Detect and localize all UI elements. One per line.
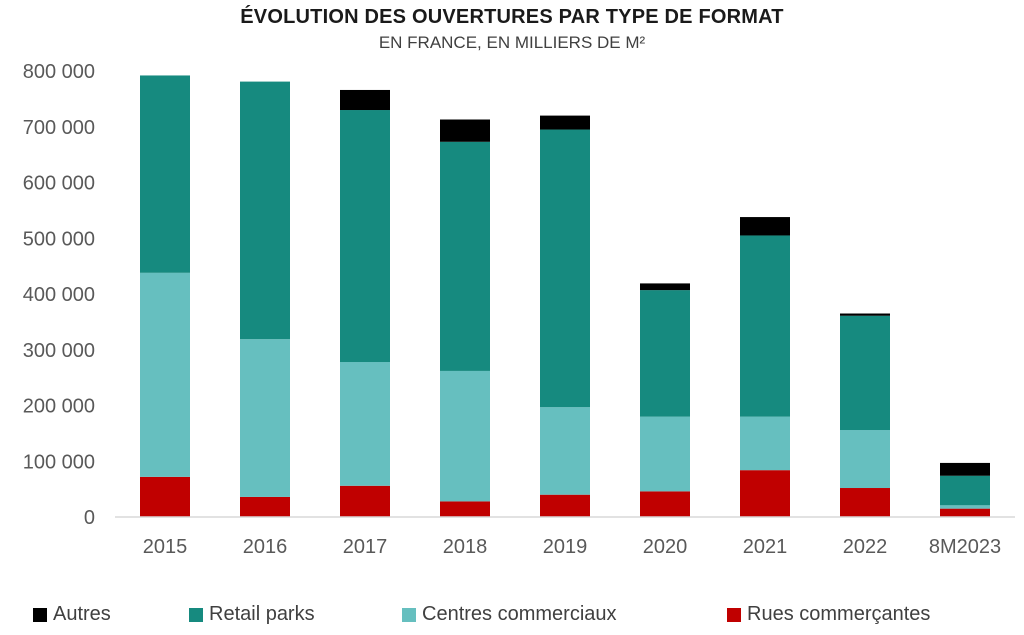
y-tick-label: 300 000 [23,340,95,362]
bar-segment-retail-parks [940,475,990,506]
bar-segment-centres-commerciaux [940,505,990,509]
x-tick-label: 2022 [843,536,888,558]
x-tick-label: 2019 [543,536,588,558]
y-tick-label: 400 000 [23,284,95,306]
x-tick-label: 2021 [743,536,788,558]
bar-segment-rues-commer-antes [140,476,190,517]
bar-segment-retail-parks [840,315,890,431]
chart-legend: Autres Retail parks Centres commerciaux … [0,603,1024,633]
bar-segment-retail-parks [540,129,590,408]
y-tick-label: 100 000 [23,451,95,473]
legend-label-rues-commercantes: Rues commerçantes [747,603,931,625]
bar-segment-retail-parks [140,75,190,273]
bar-segment-rues-commer-antes [840,488,890,517]
chart-title: ÉVOLUTION DES OUVERTURES PAR TYPE DE FOR… [240,6,784,28]
bar-segment-autres [440,119,490,142]
bar-segment-autres [940,462,990,476]
bar-segment-centres-commerciaux [440,370,490,502]
legend-item-centres-commerciaux: Centres commerciaux [402,603,617,626]
bar-segment-centres-commerciaux [140,272,190,477]
legend-swatch-autres [33,607,47,622]
bar-segment-rues-commer-antes [540,494,590,517]
bar-segment-rues-commer-antes [240,496,290,517]
legend-item-autres: Autres [33,603,111,626]
bar-segment-autres [540,115,590,130]
bar-segment-rues-commer-antes [440,501,490,517]
bar-segment-autres [740,217,790,236]
bar-segment-centres-commerciaux [240,339,290,497]
bar-segment-retail-parks [240,81,290,340]
y-tick-label: 700 000 [23,117,95,139]
bar-segment-centres-commerciaux [740,416,790,471]
x-tick-label: 8M2023 [929,536,1001,558]
chart-subtitle: EN FRANCE, EN MILLIERS DE M² [378,33,646,52]
y-tick-label: 200 000 [23,396,95,418]
bar-segment-autres [840,313,890,316]
x-tick-label: 2018 [443,536,488,558]
bar-segment-rues-commer-antes [740,470,790,517]
bar-segment-retail-parks [440,141,490,371]
bar-segment-autres [340,89,390,111]
y-tick-label: 800 000 [23,61,95,83]
bar-segment-centres-commerciaux [340,362,390,486]
legend-swatch-retail-parks [189,607,203,622]
bar-segment-rues-commer-antes [940,508,990,517]
bar-segment-rues-commer-antes [640,491,690,517]
legend-label-centres-commerciaux: Centres commerciaux [422,603,617,625]
legend-label-retail-parks: Retail parks [209,603,315,625]
x-tick-label: 2020 [643,536,688,558]
x-tick-label: 2015 [143,536,188,558]
y-tick-label: 500 000 [23,228,95,250]
legend-swatch-centres-commerciaux [402,607,416,622]
stacked-bar-chart: 0 100 000 200 000 300 000 400 000 500 000 600 … [23,61,1015,558]
bar-segment-centres-commerciaux [640,416,690,492]
y-tick-label: 0 [84,507,95,529]
bar-segment-retail-parks [640,290,690,417]
legend-label-autres: Autres [53,603,111,625]
bar-segment-centres-commerciaux [840,430,890,489]
bar-segment-autres [640,283,690,291]
legend-item-retail-parks: Retail parks [189,603,315,626]
legend-swatch-rues-commercantes [727,607,741,622]
y-tick-label: 600 000 [23,173,95,195]
bar-segment-retail-parks [340,110,390,363]
x-tick-label: 2016 [243,536,288,558]
legend-item-rues-commercantes: Rues commerçantes [727,603,930,626]
bar-segment-rues-commer-antes [340,485,390,517]
bar-segment-retail-parks [740,235,790,417]
x-tick-label: 2017 [343,536,388,558]
bar-segment-centres-commerciaux [540,407,590,495]
